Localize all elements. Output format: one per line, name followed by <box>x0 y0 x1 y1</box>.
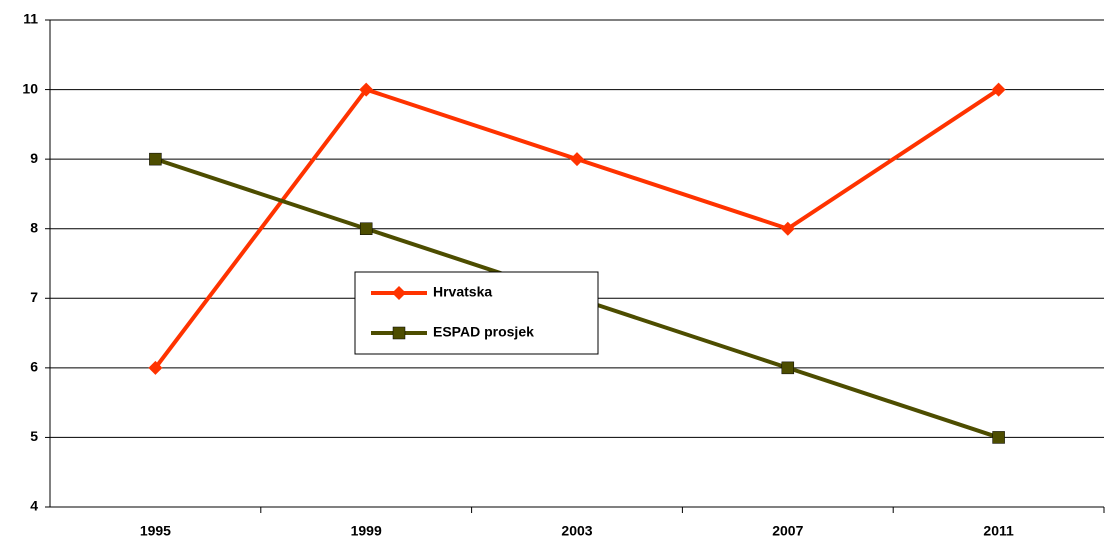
y-tick-label: 7 <box>30 289 38 305</box>
y-tick-label: 5 <box>30 428 38 444</box>
x-tick-label: 1999 <box>351 523 382 539</box>
marker <box>359 222 373 235</box>
x-tick-label: 2003 <box>561 523 592 539</box>
marker <box>359 82 374 97</box>
marker <box>991 82 1006 97</box>
marker <box>781 361 795 375</box>
x-tick-label: 1995 <box>140 523 171 539</box>
marker <box>148 360 163 375</box>
marker <box>570 152 584 167</box>
marker <box>992 431 1005 444</box>
y-tick-label: 11 <box>23 11 38 27</box>
y-tick-label: 6 <box>30 359 38 375</box>
y-tick-label: 9 <box>30 150 38 166</box>
legend-label: Hrvatska <box>433 284 492 300</box>
marker <box>780 221 795 236</box>
y-tick-label: 8 <box>30 219 38 235</box>
marker <box>149 152 162 166</box>
marker <box>392 326 406 340</box>
y-tick-label: 4 <box>30 498 38 514</box>
marker <box>392 286 406 300</box>
legend-box <box>354 271 599 355</box>
x-tick-label: 2011 <box>983 523 1014 539</box>
legend: Hrvatska ESPAD prosjek <box>354 271 599 355</box>
x-tick-label: 2007 <box>772 523 803 539</box>
legend-label: ESPAD prosjek <box>433 324 534 340</box>
y-tick-label: 10 <box>22 80 38 96</box>
